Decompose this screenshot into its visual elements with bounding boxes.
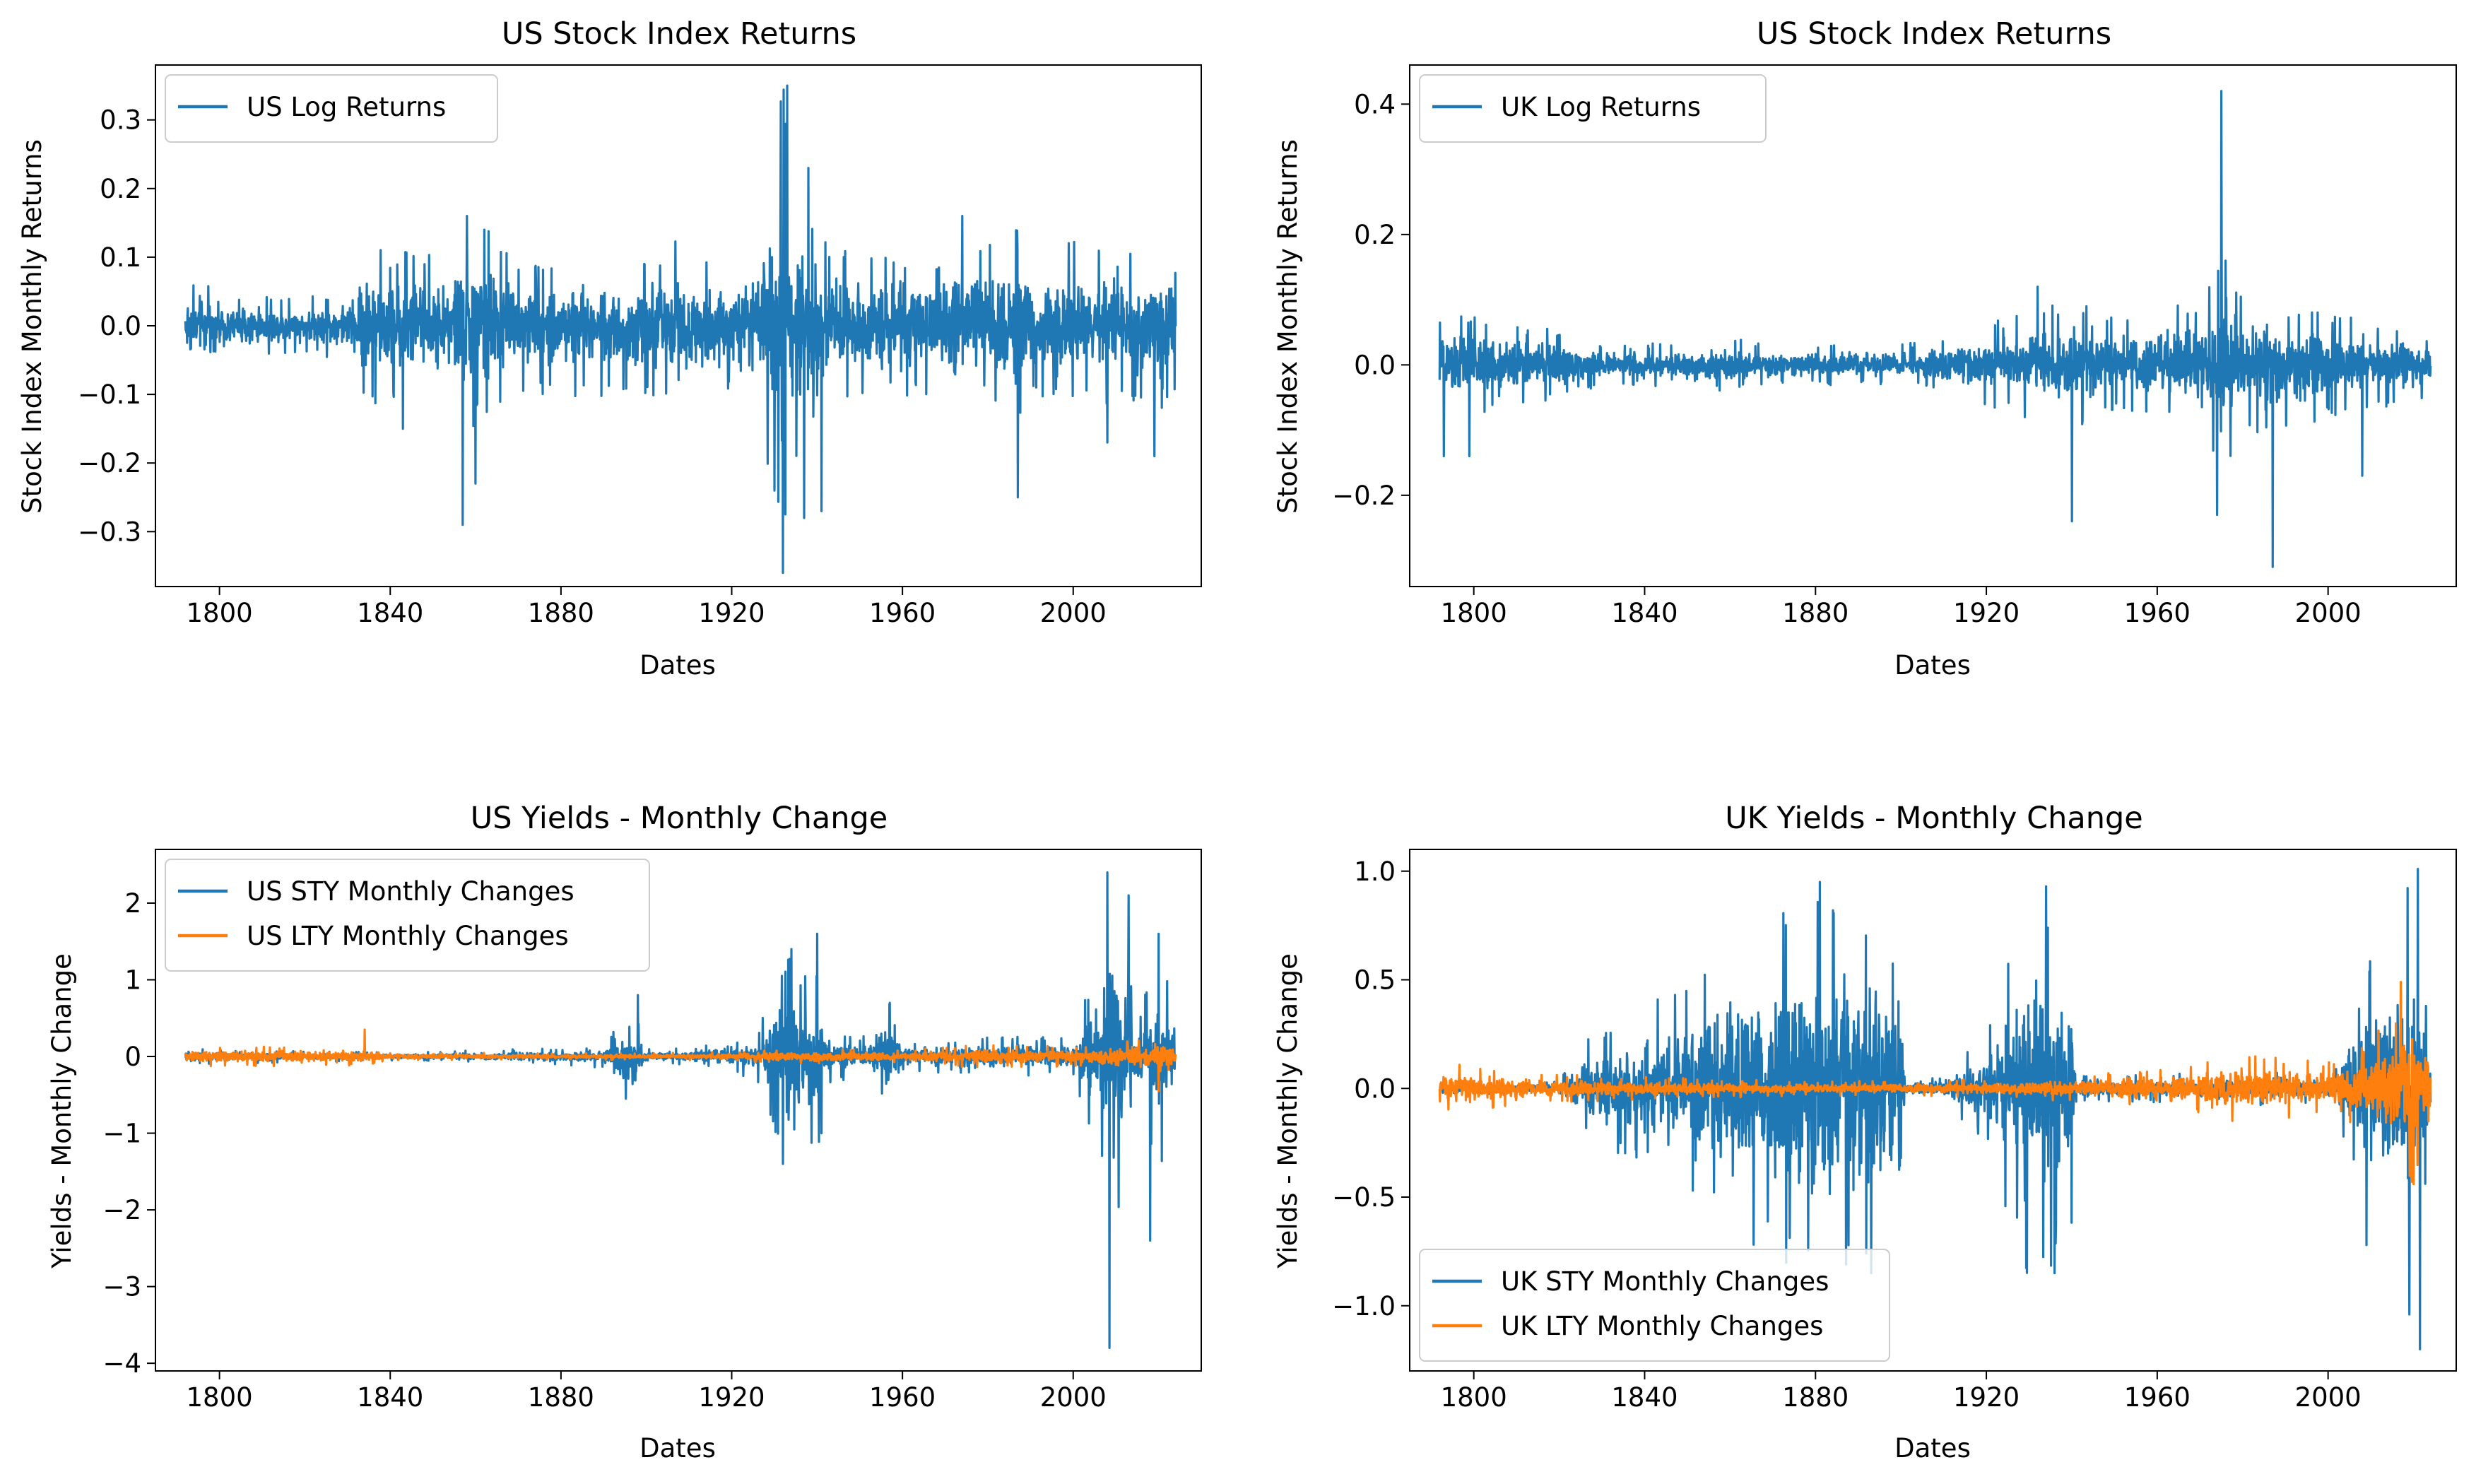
x-tick-label: 1960 <box>2124 598 2191 628</box>
series-line <box>1438 981 2432 1186</box>
plot-area: 1800 1840 1880 1920 1960 2000 −0.3 −0.2 −0.1 0.0 0… <box>78 64 1202 628</box>
x-tick-label: 2000 <box>1040 1382 1107 1413</box>
y-tick-label: −3 <box>102 1272 141 1302</box>
x-tick-label: 1880 <box>528 598 594 628</box>
y-axis-label: Yields - Monthly Change <box>47 953 77 1269</box>
x-tick-label: 1920 <box>698 598 765 628</box>
x-tick-label: 1880 <box>528 1382 594 1413</box>
legend-label: US Log Returns <box>247 92 446 122</box>
y-axis-label: Yields - Monthly Change <box>1273 953 1303 1269</box>
legend-label: UK STY Monthly Changes <box>1501 1266 1829 1297</box>
y-tick-label: 0.1 <box>100 242 141 273</box>
legend: UK Log Returns <box>1419 74 1767 143</box>
y-tick-label: 0.0 <box>100 311 141 341</box>
y-tick-label: 0 <box>124 1042 141 1072</box>
x-axis-label: Dates <box>639 650 716 681</box>
x-tick-label: 2000 <box>2295 1382 2362 1413</box>
subplot-title: US Stock Index Returns <box>1757 16 2111 52</box>
x-tick-label: 1840 <box>357 1382 423 1413</box>
y-tick-label: 2 <box>124 888 141 919</box>
y-tick-label: 0.0 <box>1354 350 1396 380</box>
y-tick-label: 0.3 <box>100 105 141 136</box>
y-tick-label: −1.0 <box>1332 1291 1396 1321</box>
x-tick-label: 1920 <box>1953 1382 2020 1413</box>
x-axis-label: Dates <box>1894 650 1971 681</box>
x-tick-label: 1920 <box>1953 598 2020 628</box>
x-tick-label: 1800 <box>187 598 253 628</box>
y-axis-label: Stock Index Monthly Returns <box>17 139 47 514</box>
subplot-title: UK Yields - Monthly Change <box>1725 801 2142 836</box>
subplot-us-log-returns: US Stock Index Returns Stock Index Month… <box>17 16 1202 681</box>
y-tick-label: 0.4 <box>1354 89 1396 119</box>
y-tick-label: 0.2 <box>1354 220 1396 250</box>
legend: US Log Returns <box>165 74 498 143</box>
y-axis-label: Stock Index Monthly Returns <box>1273 139 1303 514</box>
x-tick-label: 1800 <box>1441 1382 1507 1413</box>
axes-frame <box>1409 849 2457 1372</box>
x-tick-label: 1960 <box>869 598 936 628</box>
x-tick-label: 1840 <box>1611 1382 1678 1413</box>
x-tick-label: 1880 <box>1782 598 1849 628</box>
y-tick-label: −4 <box>102 1348 141 1379</box>
y-tick-label: −1 <box>102 1119 141 1149</box>
y-tick-label: 0.2 <box>100 174 141 204</box>
subplot-us-yields: US Yields - Monthly Change Yields - Mont… <box>47 801 1202 1464</box>
x-tick-label: 1920 <box>698 1382 765 1413</box>
legend-label: UK LTY Monthly Changes <box>1501 1311 1823 1341</box>
plot-area: 1800 1840 1880 1920 1960 2000 −4 −3 −2 −1 0 1 2 US ST… <box>102 849 1202 1413</box>
x-axis-label: Dates <box>639 1433 716 1464</box>
legend-label: US STY Monthly Changes <box>247 876 574 907</box>
series-line <box>184 1028 1177 1093</box>
x-axis-label: Dates <box>1894 1433 1971 1464</box>
y-tick-label: −2 <box>102 1195 141 1225</box>
y-tick-label: −0.2 <box>1332 481 1396 511</box>
legend-label: UK Log Returns <box>1501 92 1701 122</box>
plot-area: 1800 1840 1880 1920 1960 2000 −0.2 0.0 0.2 0.4 UK … <box>1332 64 2457 628</box>
x-tick-label: 1840 <box>1611 598 1678 628</box>
y-tick-label: −0.2 <box>78 448 141 478</box>
y-tick-label: 0.0 <box>1354 1073 1396 1104</box>
y-tick-label: −0.1 <box>78 379 141 410</box>
x-tick-label: 1960 <box>2124 1382 2191 1413</box>
x-tick-label: 1960 <box>869 1382 936 1413</box>
subplot-uk-log-returns: US Stock Index Returns Stock Index Month… <box>1273 16 2457 681</box>
subplot-title: US Yields - Monthly Change <box>471 801 888 836</box>
y-tick-label: 1.0 <box>1354 856 1396 887</box>
y-tick-label: −0.5 <box>1332 1182 1396 1213</box>
subplot-uk-yields: UK Yields - Monthly Change Yields - Mont… <box>1273 801 2457 1464</box>
x-tick-label: 1840 <box>357 598 423 628</box>
x-tick-label: 2000 <box>2295 598 2362 628</box>
legend: US STY Monthly Changes US LTY Monthly Cha… <box>165 859 650 972</box>
series-line <box>1438 90 2432 568</box>
axes-frame <box>1409 64 2457 587</box>
plot-area: 1800 1840 1880 1920 1960 2000 −1.0 −0.5 0.0 0.5 1.… <box>1332 849 2457 1413</box>
y-tick-label: −0.3 <box>78 517 141 547</box>
axes-frame <box>155 849 1202 1372</box>
x-tick-label: 1880 <box>1782 1382 1849 1413</box>
legend: UK STY Monthly Changes UK LTY Monthly Cha… <box>1419 1249 1890 1362</box>
x-tick-label: 1800 <box>1441 598 1507 628</box>
y-tick-label: 0.5 <box>1354 965 1396 996</box>
series-line <box>184 84 1177 575</box>
x-tick-label: 1800 <box>187 1382 253 1413</box>
subplot-title: US Stock Index Returns <box>502 16 856 52</box>
legend-label: US LTY Monthly Changes <box>247 921 569 951</box>
x-tick-label: 2000 <box>1040 598 1107 628</box>
y-tick-label: 1 <box>124 965 141 996</box>
